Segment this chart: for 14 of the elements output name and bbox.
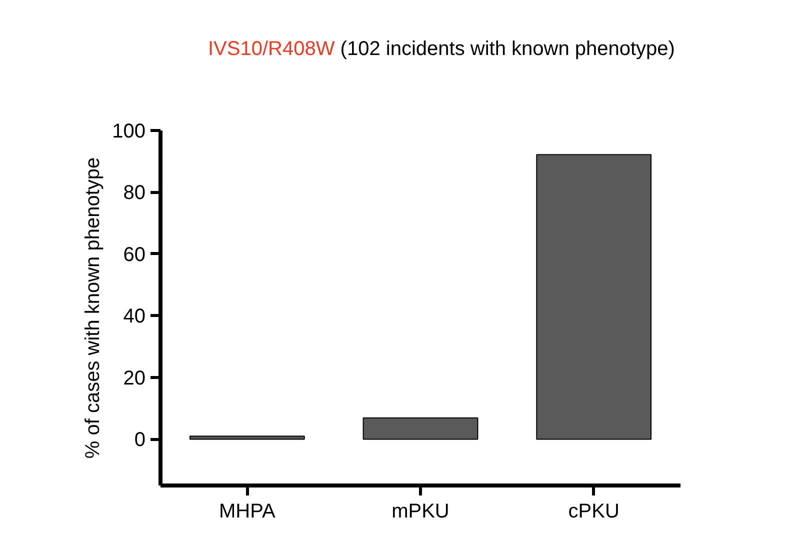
- y-tick-label: 80: [123, 182, 146, 204]
- x-tick-label: cPKU: [568, 500, 620, 522]
- y-tick-label: 60: [123, 244, 146, 266]
- x-tick-label: MHPA: [219, 500, 276, 522]
- y-tick-label: 0: [134, 429, 146, 452]
- x-tick-label: mPKU: [392, 500, 450, 522]
- y-tick-label: 100: [112, 120, 146, 142]
- y-tick-label: 20: [123, 367, 146, 390]
- chart-title: IVS10/R408W (102 incidents with known phenotype): [208, 38, 675, 60]
- y-axis-title: % of cases with known phenotype: [82, 157, 104, 459]
- bar: [536, 154, 652, 440]
- bar: [189, 436, 305, 440]
- bar: [362, 417, 478, 440]
- y-tick-label: 40: [123, 306, 146, 328]
